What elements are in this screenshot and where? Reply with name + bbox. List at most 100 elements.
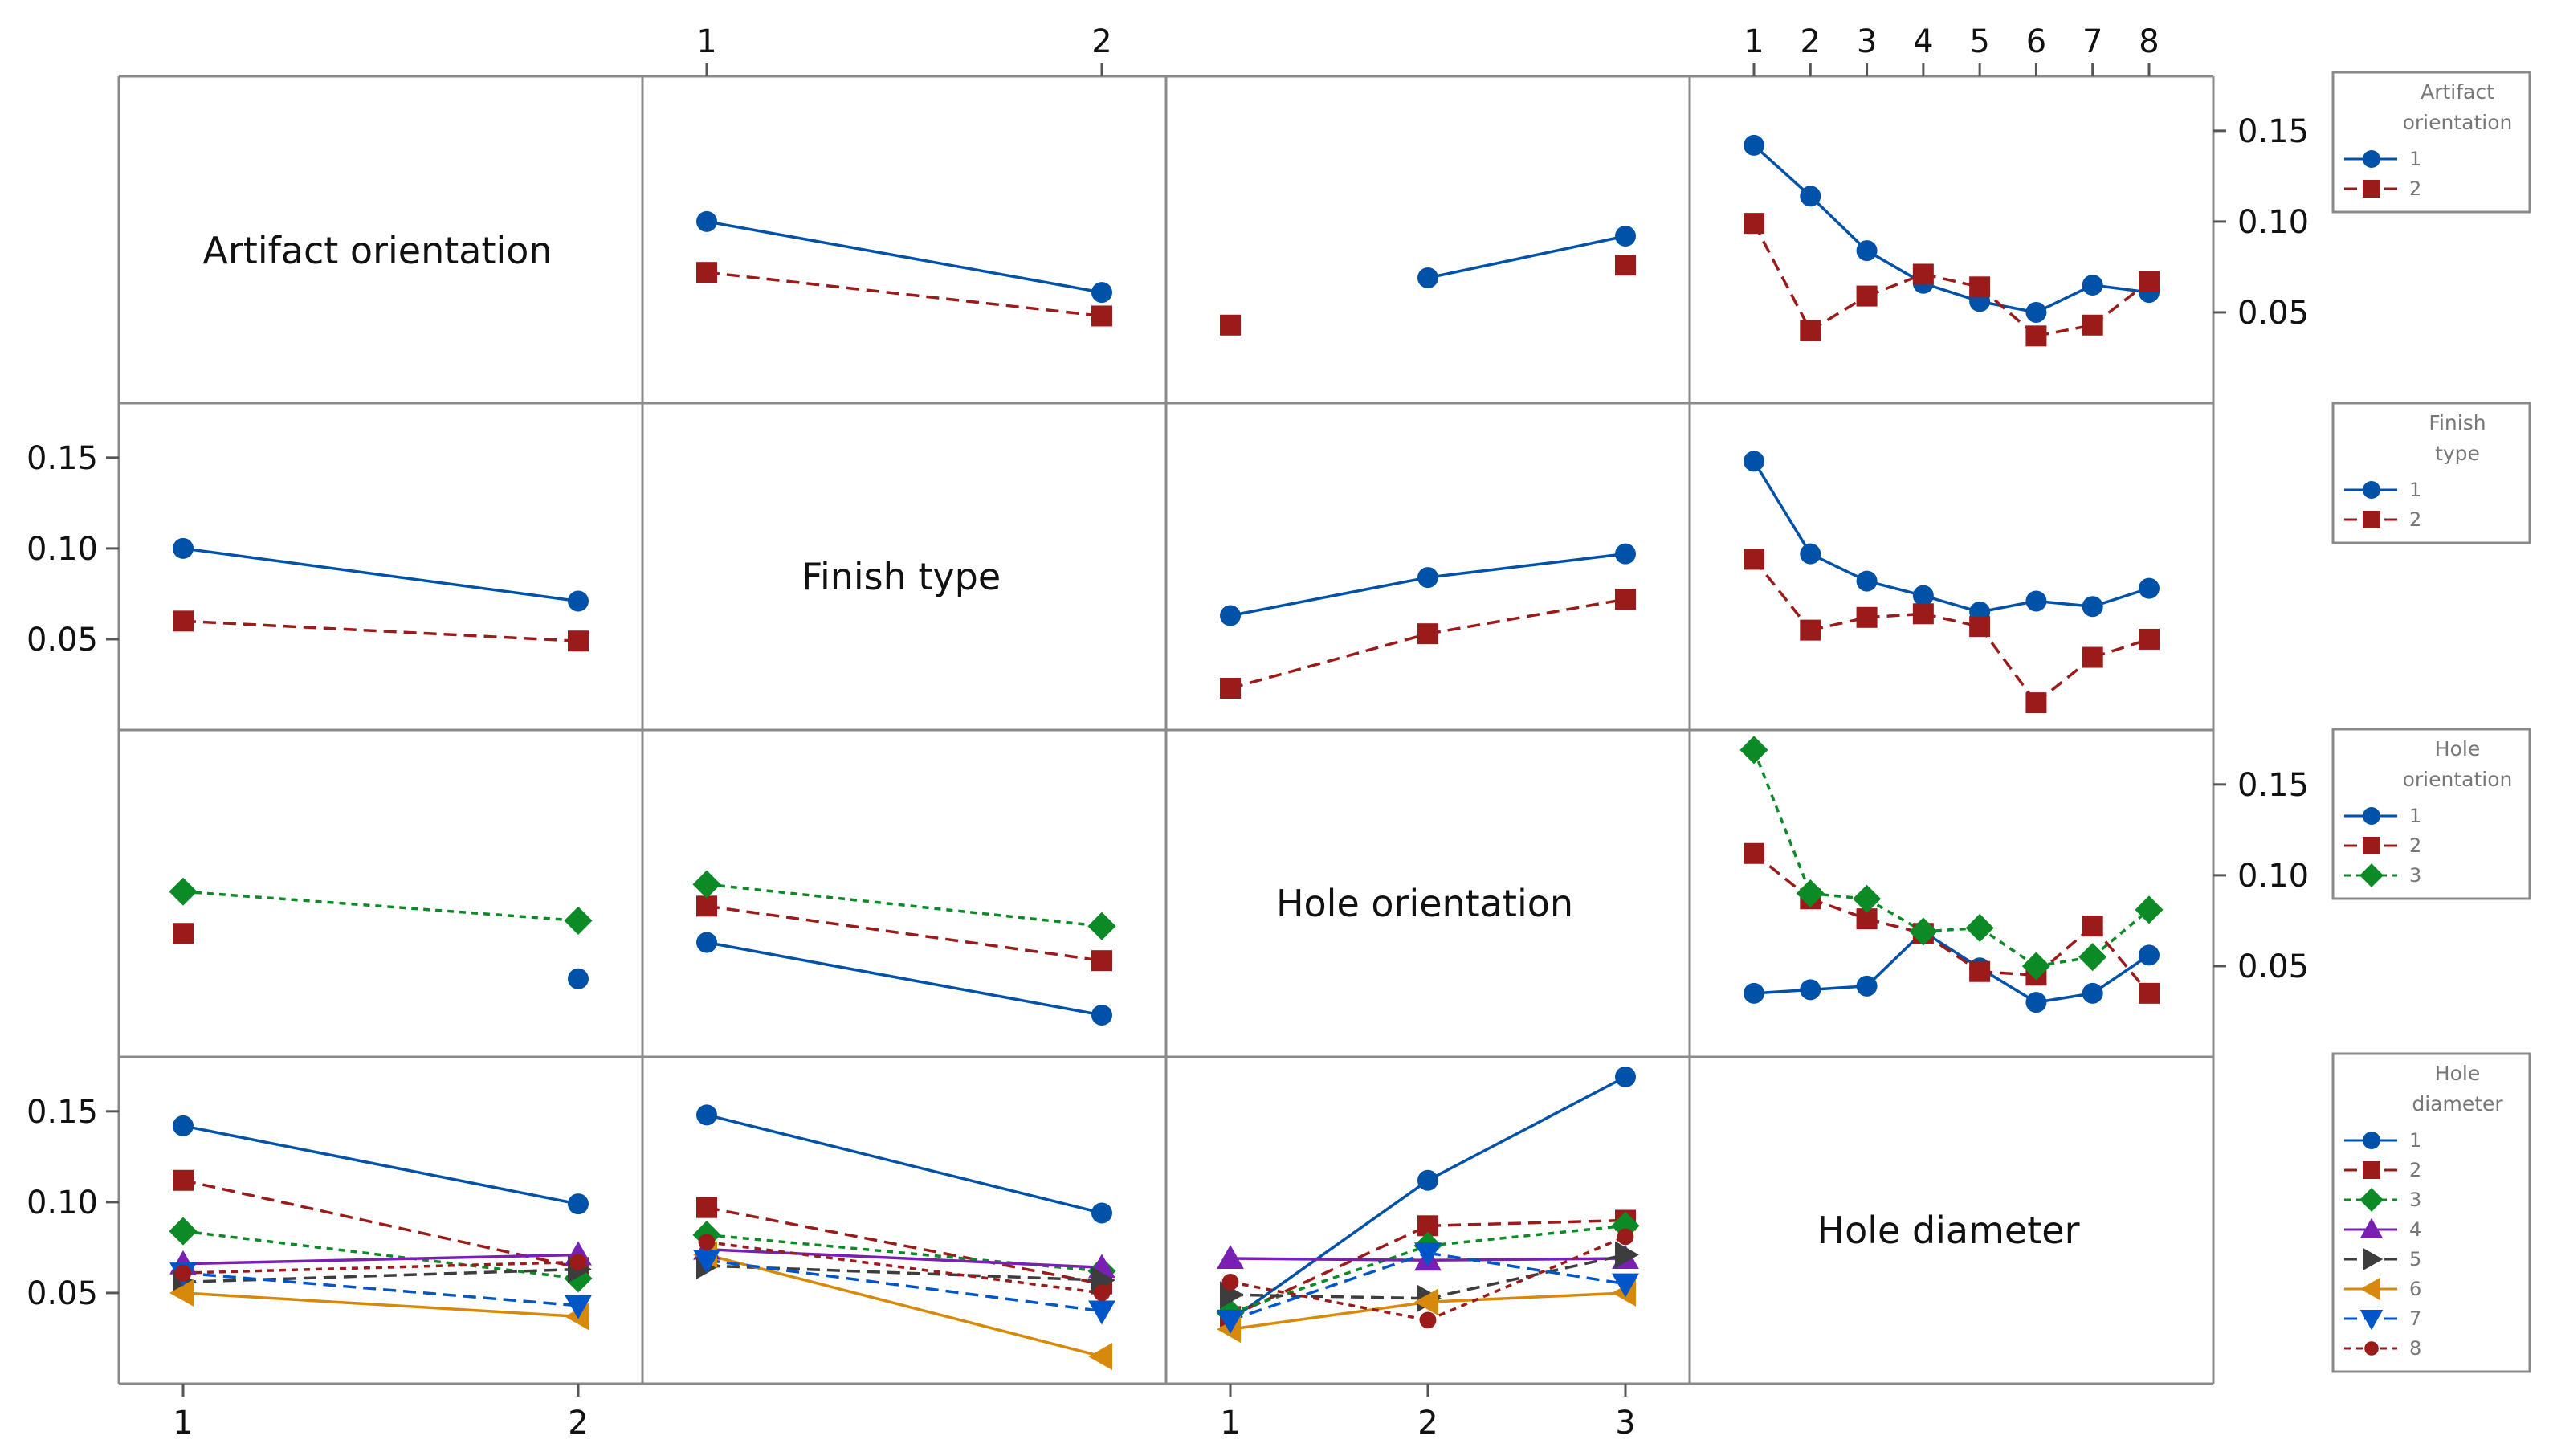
data-point [696,1104,717,1126]
data-point [2082,314,2103,336]
data-point [2082,596,2103,618]
data-point [1856,285,1878,307]
data-point [1091,1004,1112,1026]
panel-r3-c1 [692,1104,1116,1370]
panel-r2-c3 [1739,736,2164,1013]
legend-item-label: 8 [2409,1337,2421,1360]
panel-r1-c2 [1220,543,1636,699]
data-point [2363,180,2380,198]
data-point [2363,150,2380,168]
x-tick-label: 1 [1744,23,1764,60]
data-point [696,1197,717,1218]
y-tick-label: 0.10 [27,531,98,568]
data-point [696,262,717,283]
data-point [1744,982,1764,1004]
data-point [692,870,721,899]
data-point [1414,1288,1438,1316]
series-line [706,1113,1103,1215]
y-tick-label: 0.05 [27,622,98,659]
series-line [1427,1218,1626,1228]
data-point [1800,320,1821,341]
data-point [169,1217,198,1246]
series-line [706,940,1103,1017]
panel-r0-c2 [1220,225,1636,336]
data-point [1969,276,1991,298]
data-point [1856,975,1878,997]
data-point [2082,646,2103,668]
legend-2: Hole orientation 1 2 3 [2331,728,2531,900]
x-tick-label: 4 [1913,23,1933,60]
data-point [2364,1341,2379,1356]
series-line [1923,926,1980,933]
data-point [693,1250,720,1275]
data-point [1087,912,1116,940]
data-point [2139,271,2160,292]
legend-item-label: 4 [2409,1218,2421,1241]
panel-r3-c2 [1216,1066,1640,1344]
data-point [2139,944,2160,966]
data-point [1419,1311,1437,1329]
series-line [2036,955,2093,968]
data-point [564,906,593,935]
data-point [1088,1343,1112,1370]
diag-label-3: Hole diameter [1817,1209,2080,1252]
series-line [182,890,579,923]
data-point [2359,863,2384,887]
y-tick-label: 0.15 [27,440,98,477]
y-tick-label: 0.15 [27,1094,98,1131]
data-point [1615,589,1636,610]
legend-item-label: 1 [2409,148,2421,170]
series-line [2091,953,2150,995]
series-line [1230,1280,1429,1322]
series-line [1427,597,1626,635]
series-line [1427,1257,1626,1262]
series-line [1752,558,1812,631]
data-point [1965,913,1994,943]
x-tick-label: 2 [1091,23,1111,60]
panel-r1-c3 [1744,451,2160,714]
series-line [1427,552,1626,579]
legend-title: orientation [2403,111,2513,134]
data-point [1220,605,1241,626]
diagonal-factor-labels: Artifact orientation Finish type Hole or… [202,229,2079,1252]
data-point [169,877,198,906]
series-line [706,1240,1103,1295]
x-tick-label: 3 [1857,23,1877,60]
data-point [1417,267,1438,288]
x-tick-label: 7 [2082,23,2102,60]
y-tick-label: 0.05 [2237,948,2309,985]
data-point [568,590,589,612]
series-line [182,1260,579,1275]
legend-item-label: 2 [2409,834,2421,857]
x-tick-label: 5 [1969,23,1989,60]
data-point [1744,549,1764,570]
data-point [2363,481,2380,499]
data-point [2082,916,2103,937]
series-line [1427,1251,1626,1286]
legend-item-label: 2 [2409,1159,2421,1181]
series-line [182,1267,579,1284]
data-point [1091,950,1112,972]
data-point [696,932,717,953]
data-point [696,895,717,917]
series-line [706,1205,1103,1286]
legend-item-label: 7 [2409,1307,2421,1330]
data-point [2025,692,2047,714]
data-point [2025,301,2047,323]
series-line [1230,1251,1429,1322]
series-line [1230,1300,1429,1331]
series-line [1752,222,1812,332]
x-tick-label: 2 [1801,23,1821,60]
legend-title: Hole [2435,1062,2480,1085]
data-point [1912,603,1934,625]
series-line [182,619,579,642]
data-point [173,1115,194,1136]
data-point [564,1264,593,1293]
data-point [1217,1309,1244,1334]
series-line [706,220,1103,294]
x-tick-label: 8 [2139,23,2159,60]
data-point [2363,837,2380,854]
data-point [1744,213,1764,235]
series-line [182,1124,579,1205]
